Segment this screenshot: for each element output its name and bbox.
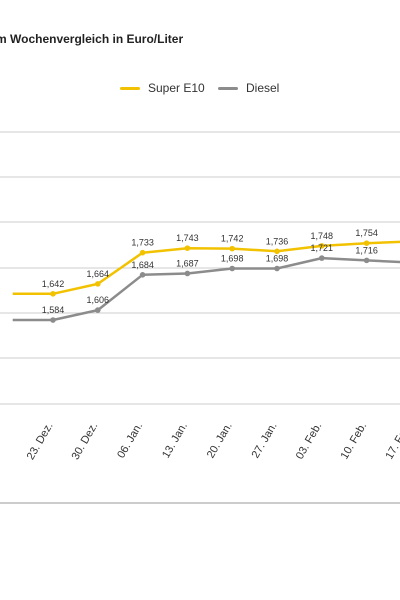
data-point-diesel xyxy=(50,317,56,323)
legend-item-diesel: Diesel xyxy=(218,78,279,98)
data-point-super-e10 xyxy=(274,248,280,255)
data-label-diesel: 1,687 xyxy=(176,258,199,268)
data-label-diesel: 1,698 xyxy=(221,254,244,264)
x-tick-label: 03. Feb. xyxy=(294,421,325,462)
x-tick-label: 30. Dez. xyxy=(70,421,101,462)
data-point-super-e10 xyxy=(95,281,101,287)
chart-title: m Wochenvergleich in Euro/Liter xyxy=(0,32,184,46)
data-label-diesel: 1,684 xyxy=(131,260,154,270)
data-label-diesel: 1,698 xyxy=(266,254,289,264)
data-label-super-e10: 1,742 xyxy=(221,234,244,244)
data-label-diesel: 1,721 xyxy=(311,243,334,253)
legend-swatch-diesel xyxy=(218,86,238,90)
data-point-diesel xyxy=(95,307,101,313)
data-point-diesel xyxy=(363,257,370,264)
data-label-diesel: 1,584 xyxy=(42,305,65,315)
legend-label-super-e10: Super E10 xyxy=(148,81,205,95)
x-tick-label: 10. Feb. xyxy=(339,421,370,462)
series-line-super-e10 xyxy=(12,240,400,296)
x-tick-label: 23. Dez. xyxy=(25,421,56,462)
legend-label-diesel: Diesel xyxy=(246,81,280,95)
x-tick-label: 20. Jan. xyxy=(205,421,235,461)
data-point-super-e10 xyxy=(363,240,370,246)
legend-item-super-e10: Super E10 xyxy=(120,78,205,98)
data-point-diesel xyxy=(229,265,235,272)
legend-swatch-super-e10 xyxy=(120,86,140,90)
data-point-super-e10 xyxy=(319,243,325,249)
data-point-super-e10 xyxy=(184,245,191,251)
data-label-super-e10: 1,642 xyxy=(42,279,65,289)
data-label-super-e10: 1,748 xyxy=(311,231,334,241)
data-label-super-e10: 1,664 xyxy=(87,269,110,279)
data-point-super-e10 xyxy=(139,249,146,256)
data-point-diesel xyxy=(274,265,280,272)
data-label-super-e10: 1,733 xyxy=(131,238,154,248)
data-point-diesel xyxy=(319,255,325,261)
data-label-super-e10: 1,736 xyxy=(266,236,289,246)
chart-legend: Super E10 Diesel xyxy=(0,78,400,98)
x-tick-label: 06. Jan. xyxy=(115,421,145,461)
data-label-super-e10: 1,754 xyxy=(355,228,378,238)
data-label-diesel: 1,716 xyxy=(355,245,378,255)
data-point-super-e10 xyxy=(229,245,235,252)
data-label-super-e10: 1,743 xyxy=(176,233,199,243)
x-tick-label: 27. Jan. xyxy=(250,421,280,461)
x-tick-label: 17. Feb. xyxy=(383,421,400,462)
data-point-super-e10 xyxy=(50,291,56,297)
series-line-diesel xyxy=(12,256,400,322)
data-point-diesel xyxy=(139,272,146,278)
x-tick-label: 13. Jan. xyxy=(160,421,190,461)
data-label-diesel: 1,606 xyxy=(87,295,110,305)
data-point-diesel xyxy=(184,270,191,277)
